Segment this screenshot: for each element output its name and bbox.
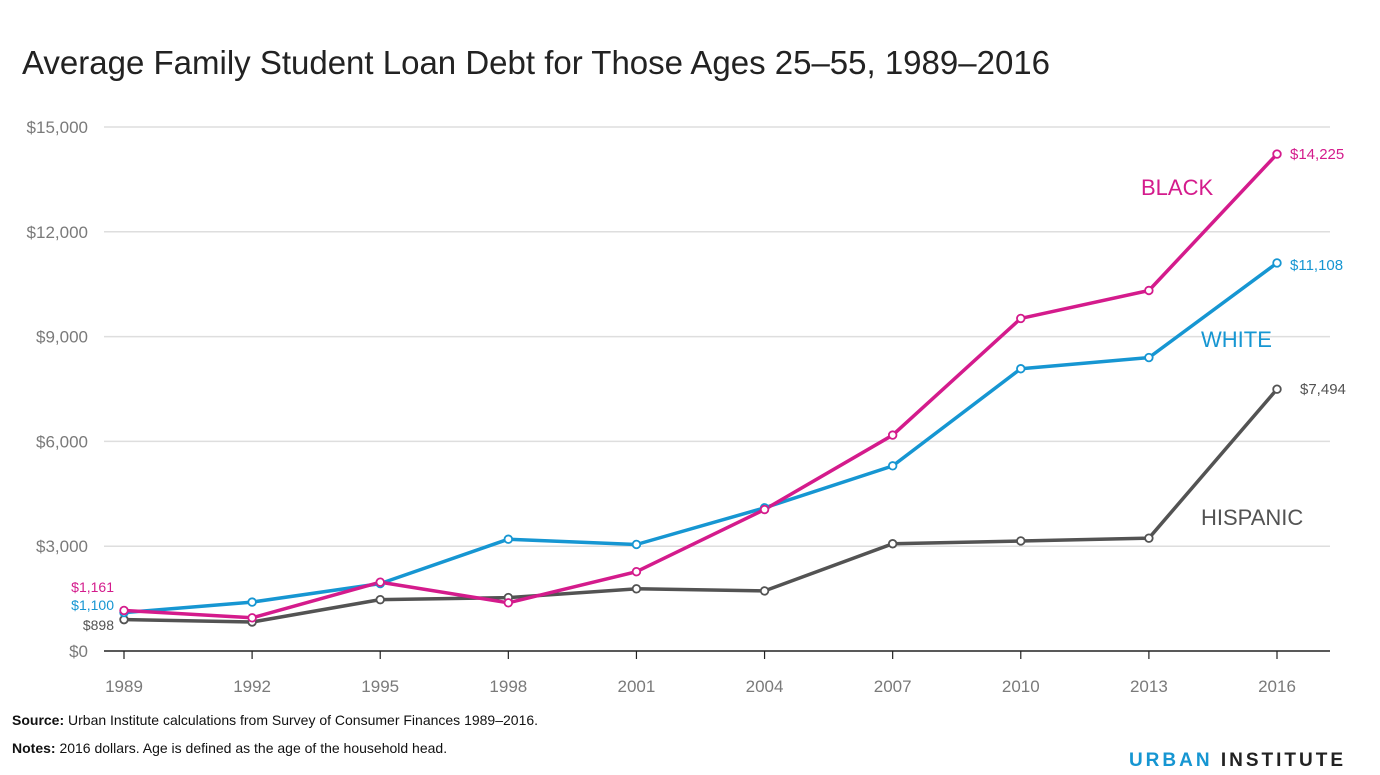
end-label-hispanic: $7,494 bbox=[1300, 381, 1346, 398]
data-point-white bbox=[1272, 258, 1282, 268]
data-point-hispanic bbox=[1272, 384, 1282, 394]
series-line-white bbox=[122, 261, 1279, 615]
series-lines bbox=[122, 152, 1279, 624]
source-note: Source: Urban Institute calculations fro… bbox=[12, 712, 538, 728]
data-point-white bbox=[1144, 352, 1154, 363]
series-points bbox=[119, 149, 1282, 627]
y-tick-label: $12,000 bbox=[27, 223, 88, 242]
brand-urban: URBAN bbox=[1128, 750, 1213, 771]
x-tick-label: 2007 bbox=[874, 677, 912, 696]
x-tick-label: 1998 bbox=[489, 677, 527, 696]
source-label: Source: bbox=[12, 712, 65, 728]
data-labels: $1,161 $14,225 BLACK $1,100 $11,108 WHITE $898… bbox=[71, 146, 1346, 633]
series-name-black: BLACK bbox=[1141, 175, 1213, 200]
x-tick-label: 2004 bbox=[746, 677, 784, 696]
data-point-white bbox=[1016, 364, 1026, 374]
x-axis: 1989 1992 1995 1998 2001 2004 2007 2010 2013 2016 bbox=[104, 650, 1330, 696]
data-point-white bbox=[503, 534, 514, 544]
x-tick-label: 2013 bbox=[1130, 677, 1168, 696]
data-point-black bbox=[1144, 285, 1154, 296]
data-point-black bbox=[631, 567, 642, 577]
data-point-black bbox=[503, 598, 514, 608]
data-point-hispanic bbox=[1016, 536, 1026, 546]
y-axis-tick-labels: $0 $3,000 $6,000 $9,000 $12,000 $15,000 bbox=[27, 118, 88, 661]
x-tick-label: 2001 bbox=[618, 677, 656, 696]
y-tick-label: $6,000 bbox=[36, 432, 88, 451]
x-tick-label: 2016 bbox=[1258, 677, 1296, 696]
series-line-black bbox=[122, 152, 1279, 620]
urban-institute-logo: URBAN INSTITUTE bbox=[1129, 750, 1346, 772]
start-label-white: $1,100 bbox=[71, 597, 114, 613]
data-point-hispanic bbox=[375, 594, 385, 605]
data-point-black bbox=[1016, 313, 1026, 324]
start-label-black: $1,161 bbox=[71, 579, 114, 595]
y-tick-label: $3,000 bbox=[36, 537, 88, 556]
data-point-hispanic bbox=[631, 584, 642, 594]
data-point-hispanic bbox=[759, 586, 770, 596]
data-point-hispanic bbox=[1144, 533, 1154, 543]
notes-note: Notes: 2016 dollars. Age is defined as t… bbox=[12, 740, 447, 756]
start-label-hispanic: $898 bbox=[83, 617, 114, 633]
chart-title: Average Family Student Loan Debt for Tho… bbox=[22, 44, 1051, 81]
x-tick-label: 1995 bbox=[361, 677, 399, 696]
gridlines bbox=[104, 126, 1330, 547]
notes-label: Notes: bbox=[12, 740, 56, 756]
series-name-hispanic: HISPANIC bbox=[1201, 505, 1303, 530]
x-tick-label: 1992 bbox=[233, 677, 271, 696]
series-line-hispanic bbox=[122, 387, 1279, 624]
source-text: Urban Institute calculations from Survey… bbox=[68, 712, 539, 728]
y-tick-label: $0 bbox=[69, 642, 88, 661]
x-tick-label: 1989 bbox=[105, 677, 143, 696]
data-point-black bbox=[759, 504, 770, 515]
brand-institute: INSTITUTE bbox=[1220, 750, 1346, 771]
data-point-black bbox=[247, 613, 257, 623]
data-point-white bbox=[631, 539, 642, 550]
y-tick-label: $9,000 bbox=[36, 328, 88, 347]
data-point-white bbox=[887, 461, 898, 471]
data-point-black bbox=[375, 577, 385, 587]
data-point-black bbox=[1272, 149, 1282, 159]
y-tick-label: $15,000 bbox=[27, 118, 88, 137]
data-point-hispanic bbox=[887, 539, 898, 549]
end-label-white: $11,108 bbox=[1290, 257, 1343, 274]
series-name-white: WHITE bbox=[1201, 327, 1272, 352]
x-tick-label: 2010 bbox=[1002, 677, 1040, 696]
notes-text: 2016 dollars. Age is defined as the age … bbox=[59, 740, 448, 756]
end-label-black: $14,225 bbox=[1290, 146, 1344, 163]
data-point-black bbox=[119, 605, 129, 616]
data-point-white bbox=[247, 597, 257, 607]
data-point-black bbox=[887, 430, 898, 440]
